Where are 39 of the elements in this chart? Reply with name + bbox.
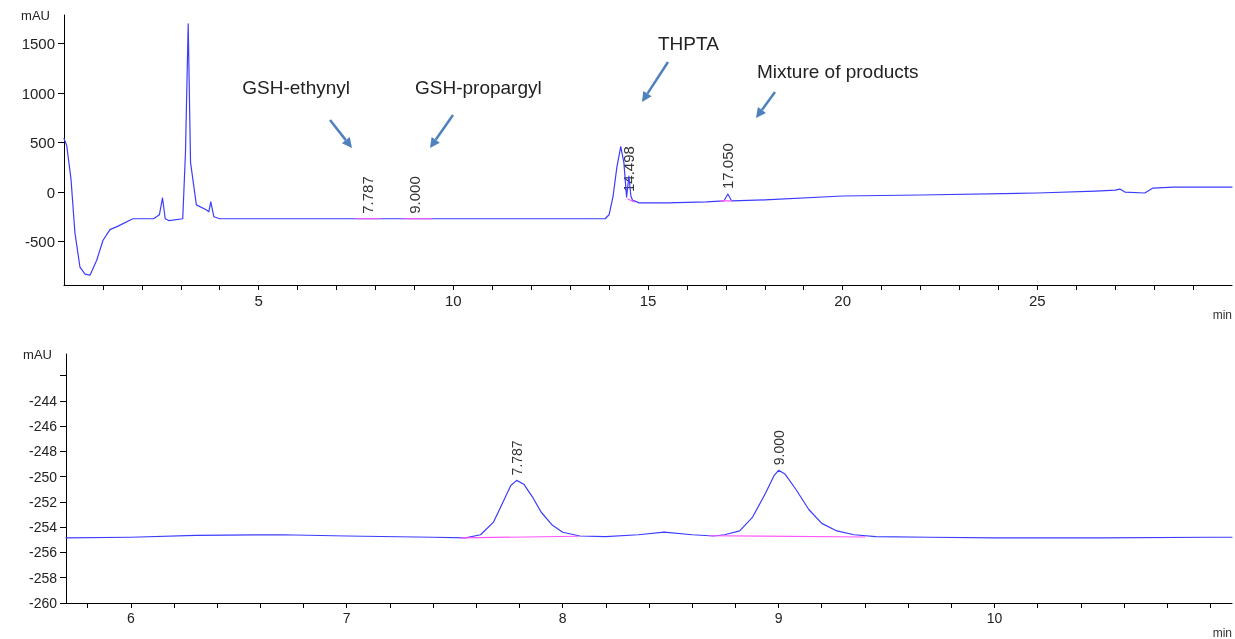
x-tick-label: 15 — [639, 292, 657, 309]
x-tick-label: 10 — [444, 292, 462, 309]
annotation: Mixture of products — [757, 60, 919, 82]
x-axis-title: min — [1212, 626, 1232, 639]
y-tick-label: -254 — [28, 519, 58, 536]
y-axis-title: mAU — [21, 7, 50, 23]
x-tick-label: 9 — [774, 610, 783, 626]
x-tick-label: 20 — [834, 292, 852, 309]
y-tick-label: -256 — [28, 544, 58, 561]
annotation: GSH-ethynyl — [242, 76, 350, 98]
annotation: 7.787 — [358, 176, 376, 214]
y-axis-title: mAU — [23, 346, 52, 362]
annotation: 7.787 — [508, 440, 525, 476]
y-tick-label: 1500 — [21, 35, 55, 53]
y-tick-label: 0 — [46, 183, 55, 201]
x-tick-label: 25 — [1028, 292, 1046, 309]
x-tick-label: 5 — [254, 292, 263, 309]
x-tick-label: 10 — [986, 610, 1003, 626]
y-tick-label: -248 — [28, 443, 58, 460]
y-tick-label: 500 — [29, 134, 55, 152]
x-axis-title: min — [1212, 308, 1232, 322]
line-series — [63, 23, 1233, 276]
y-tick-label: -252 — [28, 493, 58, 510]
y-tick-label: -250 — [28, 468, 58, 485]
annotation: 14.498 — [619, 146, 637, 192]
annotation: 9.000 — [405, 176, 423, 214]
annotation: THPTA — [658, 32, 720, 54]
x-tick-label: 8 — [558, 610, 567, 626]
annotation: GSH-propargyl — [415, 76, 542, 98]
y-tick-label: -244 — [28, 392, 58, 409]
annotation: 17.050 — [719, 143, 737, 190]
y-tick-label: -258 — [28, 569, 58, 586]
y-tick-label: -500 — [24, 232, 55, 250]
y-tick-label: 1000 — [21, 84, 55, 102]
x-tick-label: 7 — [342, 610, 351, 626]
y-tick-label: -260 — [28, 595, 58, 611]
y-tick-label: -246 — [28, 418, 58, 435]
x-tick-label: 6 — [126, 610, 135, 626]
annotation: 9.000 — [770, 430, 787, 466]
